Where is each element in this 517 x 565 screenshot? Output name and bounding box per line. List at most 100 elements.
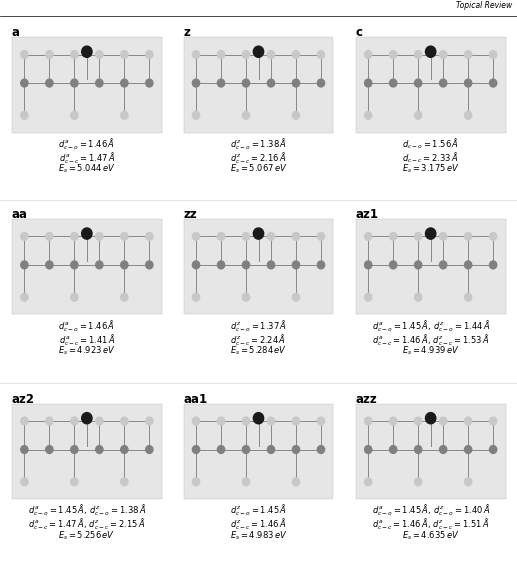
Circle shape	[46, 261, 53, 269]
Circle shape	[121, 51, 128, 58]
Circle shape	[439, 417, 447, 425]
Text: $d^{a}_{c-o}=1.46\,\AA$: $d^{a}_{c-o}=1.46\,\AA$	[58, 136, 115, 152]
Circle shape	[121, 232, 128, 240]
Text: $d_{c-o}=1.56\,\AA$: $d_{c-o}=1.56\,\AA$	[402, 136, 459, 151]
Circle shape	[415, 79, 422, 87]
Circle shape	[242, 232, 250, 240]
Circle shape	[82, 46, 92, 57]
FancyBboxPatch shape	[12, 404, 162, 499]
Circle shape	[71, 79, 78, 87]
Text: $d^{a}_{c-c}=1.46\,\AA,\,d^{z}_{c-c}=1.51\,\AA$: $d^{a}_{c-c}=1.46\,\AA,\,d^{z}_{c-c}=1.5…	[372, 517, 490, 532]
Text: $d^{a}_{c-c}=1.47\,\AA,\,d^{z}_{c-c}=2.15\,\AA$: $d^{a}_{c-c}=1.47\,\AA,\,d^{z}_{c-c}=2.1…	[28, 517, 146, 532]
FancyBboxPatch shape	[184, 404, 333, 499]
Text: z: z	[184, 26, 190, 39]
Circle shape	[464, 478, 472, 486]
Circle shape	[242, 111, 250, 119]
FancyBboxPatch shape	[184, 37, 333, 133]
Circle shape	[267, 51, 275, 58]
Circle shape	[146, 417, 153, 425]
Circle shape	[71, 446, 78, 454]
Text: $E_{s}=4.983\,eV$: $E_{s}=4.983\,eV$	[230, 529, 287, 542]
Circle shape	[464, 79, 472, 87]
Text: $E_{s}=5.256\,eV$: $E_{s}=5.256\,eV$	[58, 529, 115, 542]
Circle shape	[364, 261, 372, 269]
Circle shape	[121, 417, 128, 425]
Circle shape	[317, 79, 325, 87]
FancyBboxPatch shape	[356, 404, 506, 499]
Text: $d^{a}_{c-o}=1.45\,\AA,\,d^{z}_{c-o}=1.44\,\AA$: $d^{a}_{c-o}=1.45\,\AA,\,d^{z}_{c-o}=1.4…	[372, 318, 490, 334]
Circle shape	[192, 261, 200, 269]
Text: $E_{s}=5.067\,eV$: $E_{s}=5.067\,eV$	[230, 163, 287, 175]
Circle shape	[121, 111, 128, 119]
Text: $d^{a}_{c-o}=1.45\,\AA,\,d^{z}_{c-o}=1.38\,\AA$: $d^{a}_{c-o}=1.45\,\AA,\,d^{z}_{c-o}=1.3…	[28, 503, 146, 519]
Circle shape	[46, 417, 53, 425]
FancyBboxPatch shape	[12, 37, 162, 133]
Circle shape	[192, 79, 200, 87]
Circle shape	[464, 417, 472, 425]
Text: c: c	[356, 26, 363, 39]
Circle shape	[217, 446, 224, 454]
Circle shape	[364, 293, 372, 301]
FancyBboxPatch shape	[356, 37, 506, 133]
Circle shape	[464, 293, 472, 301]
Circle shape	[121, 446, 128, 454]
Circle shape	[439, 79, 447, 87]
Circle shape	[415, 293, 422, 301]
Circle shape	[464, 232, 472, 240]
Circle shape	[146, 232, 153, 240]
Text: $E_{s}=5.284\,eV$: $E_{s}=5.284\,eV$	[230, 345, 287, 357]
Circle shape	[439, 232, 447, 240]
Text: $d^{z}_{c-c}=2.24\,\AA$: $d^{z}_{c-c}=2.24\,\AA$	[231, 332, 286, 347]
Text: $d^{z}_{c-o}=1.45\,\AA$: $d^{z}_{c-o}=1.45\,\AA$	[230, 503, 287, 519]
Circle shape	[21, 478, 28, 486]
Circle shape	[121, 478, 128, 486]
Circle shape	[242, 446, 250, 454]
Circle shape	[439, 51, 447, 58]
FancyBboxPatch shape	[184, 219, 333, 314]
Circle shape	[364, 51, 372, 58]
Circle shape	[490, 261, 497, 269]
Circle shape	[415, 261, 422, 269]
Circle shape	[253, 46, 264, 57]
Text: $d^{a}_{c-c}=1.41\,\AA$: $d^{a}_{c-c}=1.41\,\AA$	[58, 332, 115, 347]
Circle shape	[317, 261, 325, 269]
Circle shape	[464, 111, 472, 119]
Circle shape	[217, 417, 224, 425]
Circle shape	[96, 446, 103, 454]
Circle shape	[192, 446, 200, 454]
Circle shape	[21, 293, 28, 301]
Circle shape	[96, 232, 103, 240]
Circle shape	[192, 111, 200, 119]
Text: az2: az2	[12, 393, 35, 406]
Circle shape	[242, 293, 250, 301]
Circle shape	[490, 417, 497, 425]
Circle shape	[82, 412, 92, 424]
FancyBboxPatch shape	[356, 219, 506, 314]
Circle shape	[425, 228, 436, 239]
Circle shape	[46, 232, 53, 240]
Circle shape	[121, 293, 128, 301]
Circle shape	[46, 446, 53, 454]
Circle shape	[364, 79, 372, 87]
Circle shape	[317, 446, 325, 454]
Circle shape	[317, 232, 325, 240]
Text: zz: zz	[184, 208, 197, 221]
Circle shape	[415, 478, 422, 486]
Circle shape	[267, 232, 275, 240]
Circle shape	[192, 51, 200, 58]
Circle shape	[217, 51, 224, 58]
Text: $E_{s}=4.923\,eV$: $E_{s}=4.923\,eV$	[58, 345, 116, 357]
Circle shape	[146, 79, 153, 87]
Circle shape	[71, 417, 78, 425]
Circle shape	[389, 51, 397, 58]
Text: $E_{s}=5.044\,eV$: $E_{s}=5.044\,eV$	[58, 163, 116, 175]
Circle shape	[192, 293, 200, 301]
Circle shape	[490, 79, 497, 87]
Circle shape	[292, 261, 300, 269]
Circle shape	[267, 446, 275, 454]
Circle shape	[242, 79, 250, 87]
Circle shape	[292, 478, 300, 486]
FancyBboxPatch shape	[12, 219, 162, 314]
Circle shape	[364, 446, 372, 454]
Circle shape	[292, 232, 300, 240]
